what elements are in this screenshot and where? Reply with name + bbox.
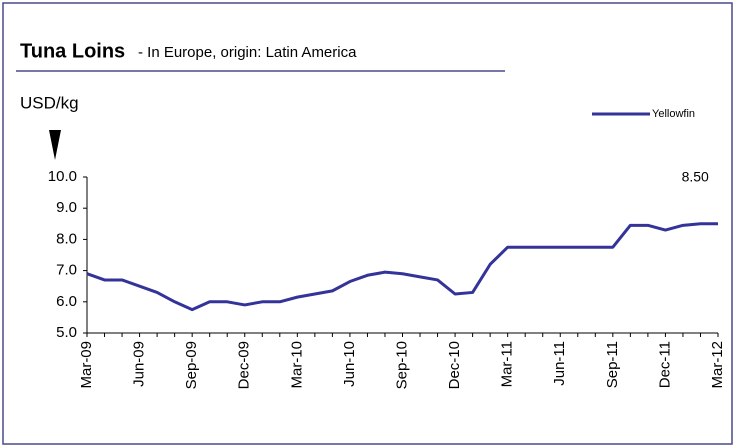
x-tick-label: Mar-12 [709, 341, 726, 389]
x-tick-label: Sep-11 [604, 341, 621, 388]
data-line [86, 222, 718, 312]
x-tick-label: Sep-10 [393, 341, 410, 389]
y-tick-label: 6.0 [56, 293, 77, 310]
y-tick-label: 9.0 [56, 199, 77, 216]
y-axis-label: USD/kg [20, 93, 79, 112]
x-tick-label: Mar-09 [78, 341, 95, 389]
x-tick-label: Mar-11 [499, 341, 516, 387]
axis-arrow [49, 130, 61, 160]
chart-subtitle: - In Europe, origin: Latin America [138, 44, 357, 61]
x-tick-label: Jun-11 [551, 341, 568, 386]
x-tick-label: Mar-10 [288, 341, 305, 389]
x-tick-label: Jun-10 [341, 341, 358, 387]
x-tick-label: Dec-11 [656, 341, 673, 388]
y-tick-label: 10.0 [48, 168, 77, 185]
y-tick-label: 5.0 [56, 324, 77, 341]
y-tick-label: 8.0 [56, 230, 77, 247]
chart-title: Tuna Loins [20, 40, 125, 62]
legend-label: Yellowfin [652, 108, 695, 120]
x-tick-label: Dec-09 [236, 341, 253, 389]
x-tick-label: Dec-10 [446, 341, 463, 389]
y-tick-label: 7.0 [56, 262, 77, 279]
annotation: 8.50 [682, 169, 709, 185]
x-tick-label: Jun-09 [131, 341, 148, 387]
x-tick-label: Sep-09 [183, 341, 200, 389]
